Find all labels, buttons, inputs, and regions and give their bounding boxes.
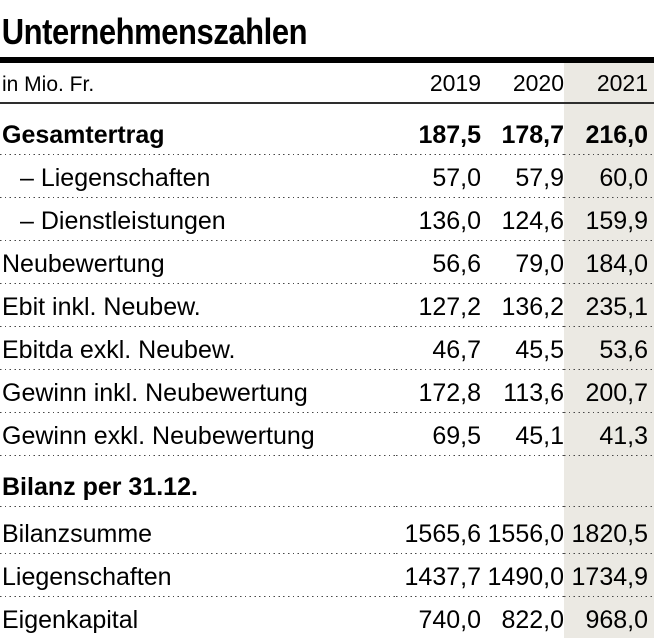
row-label: Ebitda exkl. Neubew.	[0, 327, 396, 370]
cell-2019: 69,5	[396, 413, 481, 456]
header-row: in Mio. Fr. 2019 2020 2021	[0, 63, 654, 104]
row-label: Gesamtertrag	[0, 103, 396, 155]
cell-2021: 60,0	[564, 155, 654, 198]
cell-2021: 184,0	[564, 241, 654, 284]
cell-2020: 822,0	[481, 597, 564, 638]
cell-2019: 57,0	[396, 155, 481, 198]
cell-2021: 216,0	[564, 103, 654, 155]
cell-2019: 740,0	[396, 597, 481, 638]
row-gewinn-exkl: Gewinn exkl. Neubewertung 69,5 45,1 41,3	[0, 413, 654, 456]
cell-2020: 1490,0	[481, 554, 564, 597]
column-header-2019: 2019	[396, 63, 481, 104]
row-label: – Liegenschaften	[0, 155, 396, 198]
table-header: in Mio. Fr. 2019 2020 2021	[0, 63, 654, 104]
page-title: Unternehmenszahlen	[1, 11, 308, 52]
cell-2021: 1734,9	[564, 554, 654, 597]
cell-2019: 172,8	[396, 370, 481, 413]
cell-2021: 41,3	[564, 413, 654, 456]
cell-2019: 46,7	[396, 327, 481, 370]
cell-2020: 136,2	[481, 284, 564, 327]
cell-2020: 1556,0	[481, 507, 564, 554]
section-header-label: Bilanz per 31.12.	[0, 456, 396, 507]
row-ebitda: Ebitda exkl. Neubew. 46,7 45,5 53,6	[0, 327, 654, 370]
cell-2021: 53,6	[564, 327, 654, 370]
cell-2019	[396, 456, 481, 507]
title-divider	[0, 57, 654, 63]
cell-2020	[481, 456, 564, 507]
cell-2020: 178,7	[481, 103, 564, 155]
cell-2021: 968,0	[564, 597, 654, 638]
row-eigenkapital: Eigenkapital 740,0 822,0 968,0	[0, 597, 654, 638]
row-ebit: Ebit inkl. Neubew. 127,2 136,2 235,1	[0, 284, 654, 327]
row-label: Gewinn inkl. Neubewertung	[0, 370, 396, 413]
column-header-2021: 2021	[564, 63, 654, 104]
column-header-2020: 2020	[481, 63, 564, 104]
cell-2019: 56,6	[396, 241, 481, 284]
row-dienstleistungen: – Dienstleistungen 136,0 124,6 159,9	[0, 198, 654, 241]
table-body: Gesamtertrag 187,5 178,7 216,0 – Liegens…	[0, 103, 654, 638]
row-label: Ebit inkl. Neubew.	[0, 284, 396, 327]
cell-2019: 136,0	[396, 198, 481, 241]
row-gesamtertrag: Gesamtertrag 187,5 178,7 216,0	[0, 103, 654, 155]
row-label: Neubewertung	[0, 241, 396, 284]
cell-2021: 200,7	[564, 370, 654, 413]
cell-2019: 1437,7	[396, 554, 481, 597]
row-liegenschaften-bilanz: Liegenschaften 1437,7 1490,0 1734,9	[0, 554, 654, 597]
row-label: Eigenkapital	[0, 597, 396, 638]
cell-2021: 235,1	[564, 284, 654, 327]
row-label: – Dienstleistungen	[0, 198, 396, 241]
cell-2021	[564, 456, 654, 507]
row-bilanzsumme: Bilanzsumme 1565,6 1556,0 1820,5	[0, 507, 654, 554]
row-label: Gewinn exkl. Neubewertung	[0, 413, 396, 456]
cell-2021: 159,9	[564, 198, 654, 241]
row-label: Bilanzsumme	[0, 507, 396, 554]
row-liegenschaften-ertrag: – Liegenschaften 57,0 57,9 60,0	[0, 155, 654, 198]
cell-2020: 45,1	[481, 413, 564, 456]
cell-2020: 124,6	[481, 198, 564, 241]
figures-table: in Mio. Fr. 2019 2020 2021 Gesamtertrag …	[0, 63, 654, 638]
row-section-bilanz: Bilanz per 31.12.	[0, 456, 654, 507]
row-label: Liegenschaften	[0, 554, 396, 597]
cell-2020: 45,5	[481, 327, 564, 370]
cell-2020: 57,9	[481, 155, 564, 198]
cell-2020: 113,6	[481, 370, 564, 413]
cell-2021: 1820,5	[564, 507, 654, 554]
cell-2019: 187,5	[396, 103, 481, 155]
unit-label: in Mio. Fr.	[0, 63, 396, 104]
cell-2019: 127,2	[396, 284, 481, 327]
row-neubewertung: Neubewertung 56,6 79,0 184,0	[0, 241, 654, 284]
row-gewinn-inkl: Gewinn inkl. Neubewertung 172,8 113,6 20…	[0, 370, 654, 413]
cell-2020: 79,0	[481, 241, 564, 284]
cell-2019: 1565,6	[396, 507, 481, 554]
